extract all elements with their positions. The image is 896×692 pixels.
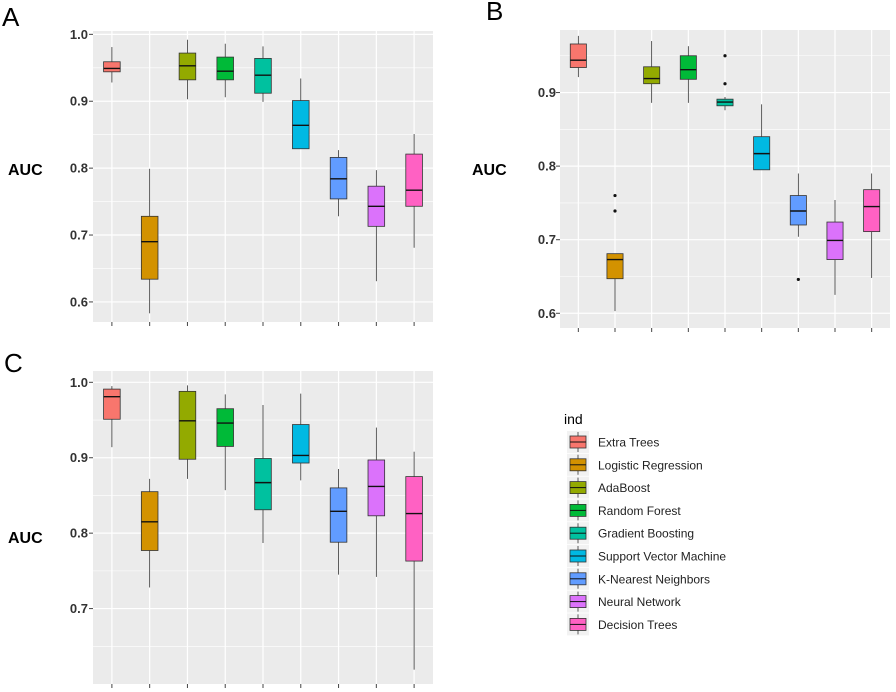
- legend-item-extra-trees: Extra Trees: [567, 431, 659, 453]
- legend-item-k-nearest-neighbors: K-Nearest Neighbors: [567, 567, 710, 590]
- legend-item-support-vector-machine: Support Vector Machine: [567, 545, 726, 567]
- legend-items: Extra Trees Logistic Regression AdaBoost Ra…: [567, 431, 726, 636]
- iqr-box: [789, 195, 807, 226]
- panel-c-y-tick-label: 0.8: [70, 526, 88, 541]
- panel-b-box-random-forest: [679, 46, 697, 103]
- iqr-box: [292, 424, 310, 464]
- panel-b-y-tick-label: 0.6: [538, 306, 556, 321]
- outlier-point: [723, 82, 727, 86]
- iqr-box: [178, 390, 197, 460]
- legend-item-logistic-regression: Logistic Regression: [567, 453, 703, 476]
- iqr-box: [140, 491, 159, 551]
- legend-label: Gradient Boosting: [598, 527, 694, 541]
- legend-label: K-Nearest Neighbors: [598, 572, 710, 586]
- panel-a-box-extra-trees: [103, 47, 121, 83]
- legend-label: Random Forest: [598, 504, 681, 518]
- panel-c-y-axis-title: AUC: [8, 530, 43, 547]
- panel-a-box-logistic-regression: [140, 168, 159, 314]
- panel-b-y-axis-title: AUC: [472, 162, 507, 179]
- panel-b-box-decision-trees: [863, 173, 881, 278]
- panel-b-y-tick-label: 0.9: [538, 85, 556, 100]
- panel-c-box-adaboost: [178, 385, 197, 479]
- panel-b-box-support-vector-machine: [753, 104, 771, 171]
- panel-b-box-k-nearest-neighbors: [789, 173, 807, 282]
- iqr-box: [367, 459, 386, 517]
- panel-c: C AUC 0.7 0.8 0.9 1.0: [4, 348, 433, 688]
- panel-c-box-support-vector-machine: [292, 393, 310, 481]
- legend-label: AdaBoost: [598, 481, 651, 495]
- iqr-box: [569, 43, 587, 68]
- panel-a-letter: A: [2, 2, 20, 32]
- panel-c-y-tick-label: 0.7: [70, 601, 88, 616]
- panel-c-box-logistic-regression: [140, 478, 159, 588]
- iqr-box: [643, 66, 661, 85]
- panel-c-box-decision-trees: [405, 451, 423, 670]
- panel-b-box-neural-network: [826, 199, 844, 295]
- panel-c-box-gradient-boosting: [254, 404, 272, 543]
- panel-a-box-gradient-boosting: [254, 46, 272, 102]
- legend-item-decision-trees: Decision Trees: [567, 613, 677, 636]
- panel-a-plot-area: 0.6 0.7 0.8 0.9 1.0: [70, 27, 433, 326]
- iqr-box: [863, 189, 881, 233]
- outlier-point: [796, 277, 800, 282]
- legend-item-random-forest: Random Forest: [567, 499, 681, 522]
- iqr-box: [216, 56, 234, 81]
- panel-a: A AUC 0.6 0.7 0.8 0.9 1.0: [2, 2, 433, 326]
- panel-a-y-tick-label: 0.9: [70, 94, 88, 109]
- panel-c-box-random-forest: [216, 394, 234, 491]
- panel-a-y-tick-label: 1.0: [70, 27, 88, 42]
- iqr-box: [254, 458, 272, 511]
- iqr-box: [216, 408, 234, 447]
- panel-b-box-extra-trees: [569, 35, 587, 78]
- iqr-box: [405, 476, 423, 562]
- panel-a-y-tick-label: 0.8: [70, 161, 88, 176]
- legend-label: Extra Trees: [598, 436, 659, 450]
- panel-a-y-axis-title: AUC: [8, 162, 43, 179]
- panel-a-box-neural-network: [367, 170, 386, 282]
- iqr-box: [679, 55, 697, 80]
- legend-item-gradient-boosting: Gradient Boosting: [567, 522, 694, 545]
- panel-b-y-tick-label: 0.8: [538, 159, 556, 174]
- legend-label: Decision Trees: [598, 618, 677, 632]
- panel-a-y-tick-label: 0.6: [70, 294, 88, 309]
- panel-a-y-tick-label: 0.7: [70, 228, 88, 243]
- panel-c-plot-area: 0.7 0.8 0.9 1.0: [70, 371, 433, 688]
- legend-label: Support Vector Machine: [598, 550, 726, 564]
- panel-b: B AUC 0.6 0.7 0.8 0.9: [472, 0, 890, 332]
- panel-c-box-k-nearest-neighbors: [329, 469, 348, 575]
- iqr-box: [103, 61, 121, 73]
- panel-b-plot-area: 0.6 0.7 0.8 0.9: [538, 30, 890, 332]
- legend-item-neural-network: Neural Network: [567, 590, 682, 613]
- panel-b-box-logistic-regression: [606, 193, 624, 312]
- legend: ind Extra Trees Logistic Regression AdaBoo…: [564, 411, 726, 636]
- panel-b-box-gradient-boosting: [716, 54, 734, 111]
- iqr-box: [405, 153, 423, 207]
- panel-b-box-adaboost: [643, 41, 661, 103]
- iqr-box: [606, 253, 624, 280]
- iqr-box: [329, 487, 348, 543]
- panel-a-box-k-nearest-neighbors: [329, 150, 348, 217]
- panel-a-box-adaboost: [178, 39, 197, 100]
- legend-label: Logistic Regression: [598, 458, 703, 472]
- panel-a-box-decision-trees: [405, 134, 423, 248]
- outlier-point: [613, 193, 617, 198]
- outlier-point: [723, 54, 727, 58]
- panel-c-box-extra-trees: [103, 386, 121, 448]
- legend-label: Neural Network: [598, 595, 682, 609]
- panel-c-letter: C: [4, 348, 23, 378]
- iqr-box: [140, 215, 159, 280]
- outlier-point: [613, 209, 617, 213]
- legend-item-adaboost: AdaBoost: [567, 476, 651, 499]
- panel-c-y-tick-label: 0.9: [70, 450, 88, 465]
- panel-a-box-support-vector-machine: [292, 78, 310, 150]
- legend-title: ind: [564, 411, 583, 427]
- iqr-box: [103, 388, 121, 420]
- panel-b-letter: B: [486, 0, 503, 26]
- panel-c-y-tick-label: 1.0: [70, 375, 88, 390]
- panel-a-box-random-forest: [216, 43, 234, 98]
- panel-b-y-tick-label: 0.7: [538, 232, 556, 247]
- panel-c-box-neural-network: [367, 427, 386, 577]
